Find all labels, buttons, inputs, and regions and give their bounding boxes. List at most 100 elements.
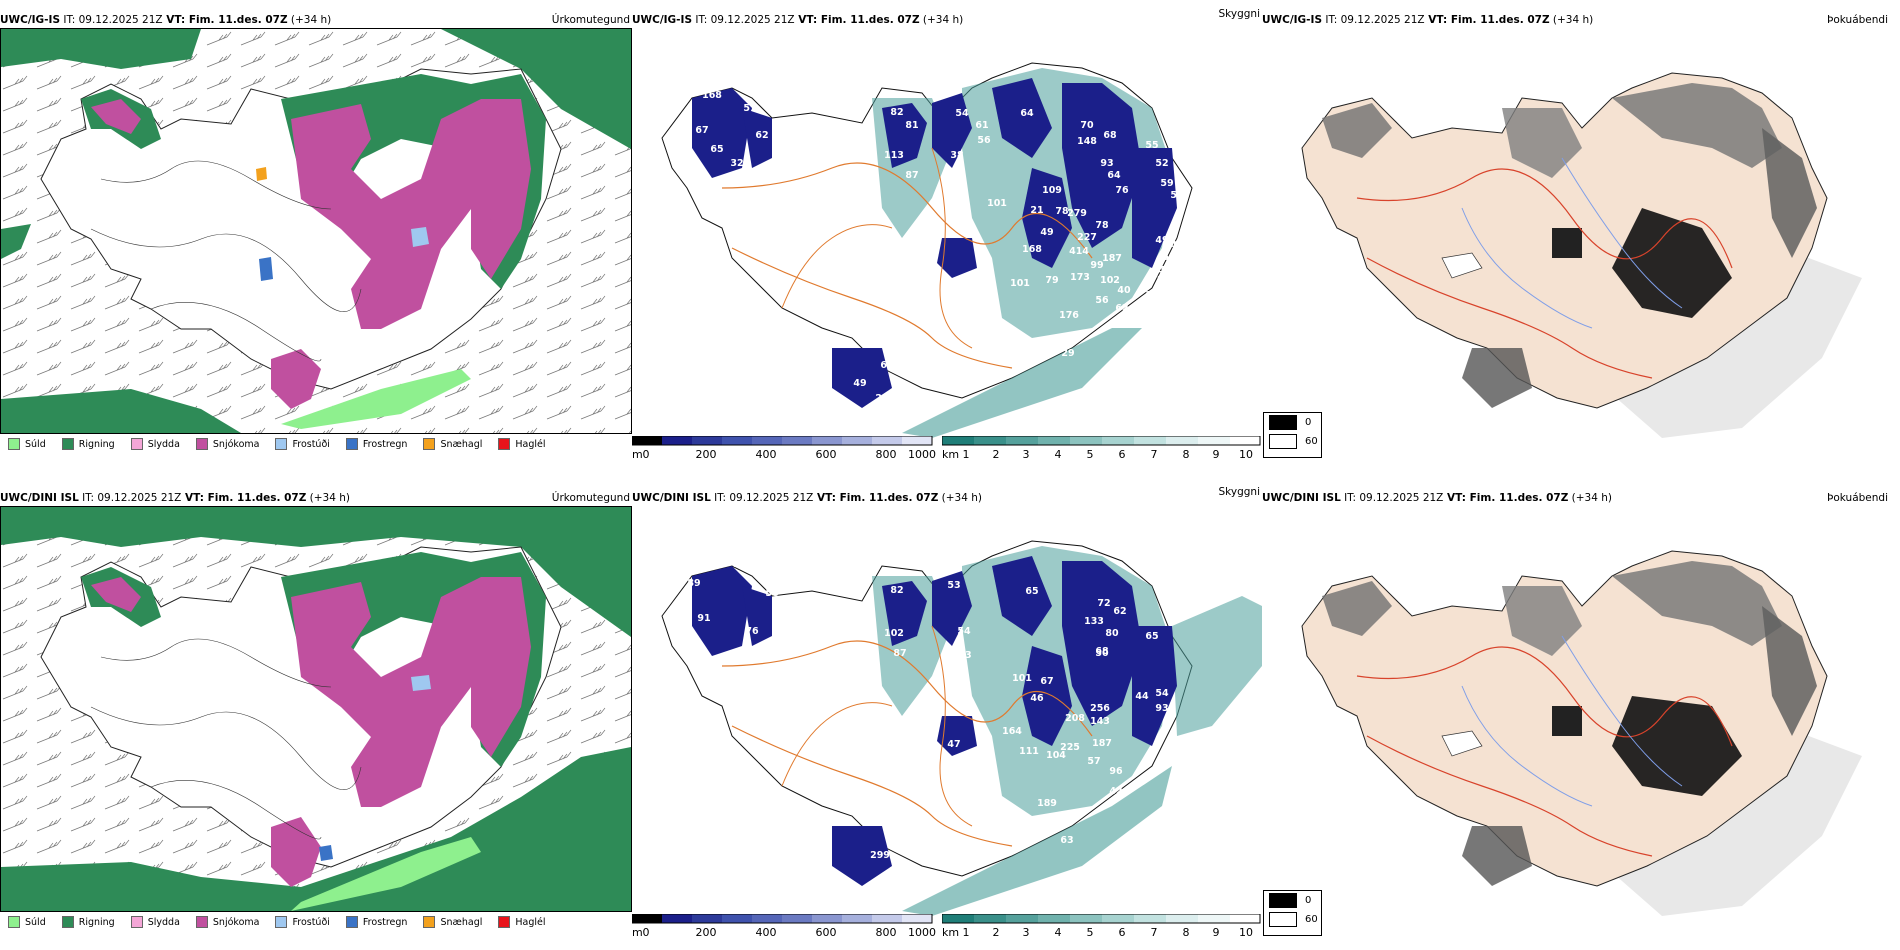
legend-item-snow-pellets: Snæhagl bbox=[423, 916, 482, 928]
tick: 3 bbox=[1022, 448, 1030, 461]
init-time: 09.12.2025 21Z bbox=[710, 14, 795, 26]
elevation-label: 82 bbox=[890, 107, 903, 118]
legend-label: Rigning bbox=[78, 916, 115, 928]
valid-time: Fim. 11.des. 07Z bbox=[839, 492, 939, 504]
elevation-label: 65 bbox=[1025, 586, 1038, 597]
elevation-label: 52 bbox=[876, 878, 889, 889]
elevation-label: 50 bbox=[1095, 648, 1109, 659]
elevation-label: 76 bbox=[863, 743, 877, 754]
fog-value: 0 bbox=[1305, 895, 1312, 906]
row2-precip-panel: UWC/DINI ISL IT: 09.12.2025 21Z VT: Fim.… bbox=[0, 492, 632, 942]
legend-label: Snæhagl bbox=[440, 916, 483, 928]
elevation-label: 67 bbox=[1040, 676, 1053, 687]
elevation-label: 414 bbox=[1069, 246, 1089, 257]
height-colorbar: m 0 200 400 600 800 1000 bbox=[632, 914, 942, 942]
vt-label: VT: bbox=[794, 14, 821, 26]
elevation-label: 55 bbox=[1145, 140, 1158, 151]
elevation-label: 279 bbox=[1067, 208, 1087, 219]
row2-cloud-panel: UWC/DINI ISL IT: 09.12.2025 21Z VT: Fim.… bbox=[1262, 492, 1900, 942]
legend-label: Slydda bbox=[147, 916, 180, 928]
elevation-label: 164 bbox=[1002, 726, 1022, 737]
elevation-label: 187 bbox=[1092, 738, 1112, 749]
elevation-label: 59 bbox=[1160, 178, 1173, 189]
legend-item-sleet: Slydda bbox=[130, 438, 180, 450]
elevation-label: 187 bbox=[1102, 253, 1122, 264]
tick: 600 bbox=[815, 448, 837, 461]
vis-title: Skyggni bbox=[1218, 486, 1261, 498]
model-name: UWC/DINI ISL bbox=[632, 492, 711, 504]
elevation-label: 62 bbox=[1115, 303, 1128, 314]
elevation-label: 101 bbox=[987, 198, 1007, 209]
fog-value: 60 bbox=[1305, 436, 1318, 447]
tick: 7 bbox=[1150, 926, 1158, 939]
elevation-label: 49 bbox=[1155, 235, 1168, 246]
elevation-label: 63 bbox=[1060, 835, 1073, 846]
precip-title: Úrkomutegund bbox=[551, 14, 630, 26]
row2-fog-legend: 0 60 bbox=[1263, 890, 1322, 936]
elevation-label: 49 bbox=[853, 378, 866, 389]
elevation-label: 109 bbox=[1042, 185, 1062, 196]
legend-item-freezing-rain: Frostregn bbox=[345, 438, 407, 450]
init-time: 09.12.2025 21Z bbox=[1340, 14, 1425, 26]
elevation-label: 47 bbox=[947, 739, 960, 750]
elevation-label: 173 bbox=[1070, 272, 1090, 283]
valid-time: Fim. 11.des. 07Z bbox=[188, 14, 288, 26]
row2-cloud-header: UWC/DINI ISL IT: 09.12.2025 21Z VT: Fim.… bbox=[1262, 492, 1900, 506]
tick: 800 bbox=[875, 448, 897, 461]
tick: 8 bbox=[1182, 926, 1190, 939]
row1-cloud-header: UWC/IG-IS IT: 09.12.2025 21Z VT: Fim. 11… bbox=[1262, 14, 1900, 28]
tick: 3 bbox=[1022, 926, 1030, 939]
legend-swatch bbox=[345, 438, 358, 450]
legend-label: Snæhagl bbox=[440, 438, 483, 450]
legend-label: Haglél bbox=[515, 916, 546, 928]
legend-item-freezing-drizzle: Frostúði bbox=[275, 438, 330, 450]
tick: 200 bbox=[695, 448, 717, 461]
model-name: UWC/IG-IS bbox=[1262, 14, 1323, 26]
elevation-label: 64 bbox=[1107, 170, 1121, 181]
init-time: 09.12.2025 21Z bbox=[729, 492, 814, 504]
elevation-label: 81 bbox=[905, 120, 918, 131]
elevation-label: 52 bbox=[1155, 158, 1168, 169]
row1-vis-map[interactable]: 109 168 51 67 62 65 32 82 81 54 61 56 113 38 87 101 64 70… bbox=[632, 28, 1262, 438]
elevation-label: 25 bbox=[875, 393, 888, 404]
tick: 8 bbox=[1182, 448, 1190, 461]
elevation-label: 299 bbox=[870, 850, 890, 861]
legend-item-drizzle: Súld bbox=[8, 438, 46, 450]
lead-time: (+34 h) bbox=[1549, 14, 1594, 26]
elevation-label: 87 bbox=[893, 648, 906, 659]
tick: 400 bbox=[755, 926, 777, 939]
row2-precip-map[interactable] bbox=[0, 506, 632, 912]
elevation-label: 49 bbox=[1040, 227, 1053, 238]
tick: 1 bbox=[962, 448, 970, 461]
elevation-label: 54 bbox=[955, 108, 969, 119]
model-name: UWC/DINI ISL bbox=[0, 492, 79, 504]
row2-cloud-map[interactable] bbox=[1262, 506, 1872, 926]
row2-vis-map[interactable]: 135 142 43 89 58 91 76 82 53 65 102 72 133 62 80 68 87 73… bbox=[632, 506, 1262, 916]
legend-swatch bbox=[195, 916, 208, 928]
row1-precip-map[interactable] bbox=[0, 28, 632, 434]
lead-time: (+34 h) bbox=[1568, 492, 1613, 504]
elevation-label: 72 bbox=[1097, 598, 1110, 609]
tick: 400 bbox=[755, 448, 777, 461]
legend-item-rain: Rigning bbox=[61, 438, 115, 450]
elevation-label: 49 bbox=[1170, 240, 1183, 251]
elevation-label: 135 bbox=[707, 543, 727, 554]
legend-item-snow: Snjókoma bbox=[195, 916, 260, 928]
tick: 800 bbox=[875, 926, 897, 939]
legend-item-snow: Snjókoma bbox=[195, 438, 259, 450]
vt-label: VT: bbox=[181, 492, 208, 504]
legend-label: Snjókoma bbox=[212, 916, 260, 928]
lead-time: (+34 h) bbox=[938, 492, 983, 504]
elevation-label: 64 bbox=[1020, 108, 1034, 119]
legend-item-freezing-drizzle: Frostúði bbox=[275, 916, 330, 928]
elevation-label: 78 bbox=[1055, 206, 1069, 217]
row1-cloud-map[interactable] bbox=[1262, 28, 1872, 448]
valid-time: Fim. 11.des. 07Z bbox=[207, 492, 307, 504]
model-name: UWC/DINI ISL bbox=[1262, 492, 1341, 504]
it-label: IT: bbox=[710, 492, 730, 504]
it-label: IT: bbox=[78, 492, 98, 504]
precip-title: Úrkomutegund bbox=[551, 492, 630, 504]
elevation-label: 57 bbox=[1087, 756, 1100, 767]
tick: 1000 bbox=[908, 448, 936, 461]
elevation-label: 52 bbox=[1160, 265, 1173, 276]
